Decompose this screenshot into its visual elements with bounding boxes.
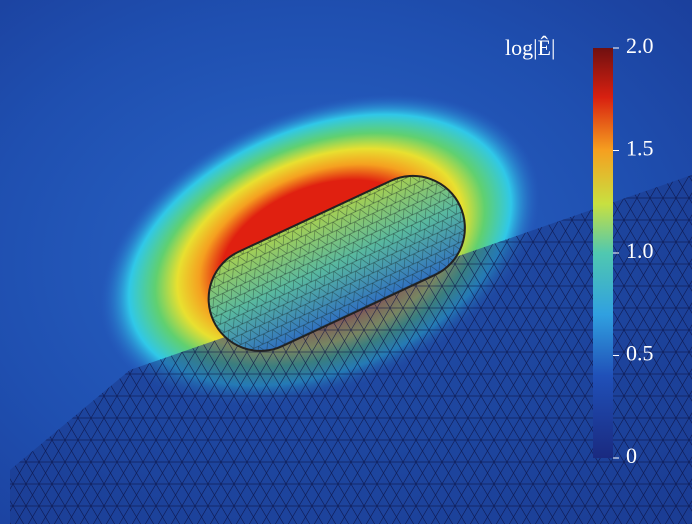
colorbar-tick-label: 0 [626,443,637,468]
colorbar-tick-label: 0.5 [626,341,654,366]
colorbar-tick-label: 1.0 [626,238,654,263]
figure: log|Ê| 0 0.5 1.0 1.5 2.0 [0,0,692,524]
colorbar-tick-label: 1.5 [626,136,654,161]
colorbar-tick-label: 2.0 [626,33,654,58]
colorbar-label: log|Ê| [505,35,555,60]
colorbar [593,48,613,458]
